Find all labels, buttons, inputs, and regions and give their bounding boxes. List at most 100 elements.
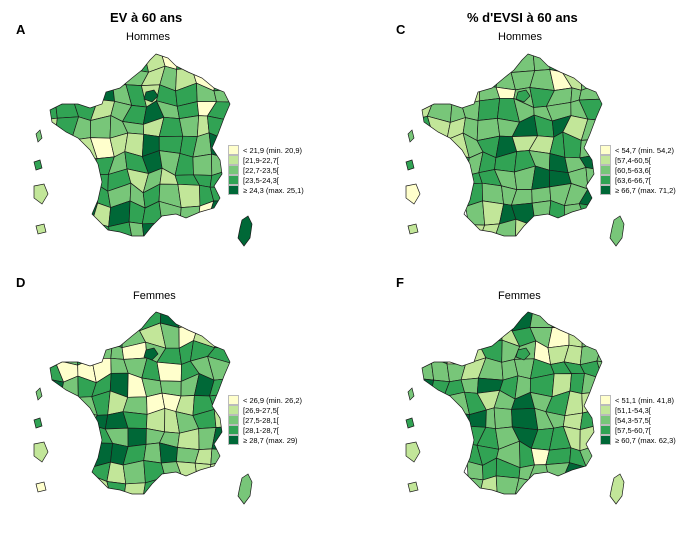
legend-label: [57,5-60,7[ bbox=[615, 425, 651, 435]
departement-region bbox=[422, 377, 435, 401]
island-guyane bbox=[405, 183, 421, 205]
departement-region bbox=[447, 411, 470, 431]
france-map bbox=[33, 53, 253, 247]
departement-region bbox=[177, 312, 199, 329]
departement-region bbox=[495, 475, 520, 494]
legend-item: [28,1-28,7[ bbox=[228, 425, 302, 435]
island-reunion bbox=[407, 223, 419, 235]
france-outline bbox=[421, 311, 603, 495]
departement-region bbox=[194, 462, 212, 484]
legend-item: [54,3-57,5[ bbox=[600, 415, 676, 425]
departement-region bbox=[511, 407, 539, 431]
departement-region bbox=[532, 54, 551, 71]
legend-label: [28,1-28,7[ bbox=[243, 425, 279, 435]
island-martinique bbox=[405, 417, 415, 429]
departement-region bbox=[122, 54, 150, 73]
departement-region bbox=[549, 312, 570, 328]
france-map bbox=[405, 53, 625, 247]
legend-swatch bbox=[600, 155, 611, 165]
legend-label: [21,9-22,7[ bbox=[243, 155, 279, 165]
legend-label: [27,5-28,1[ bbox=[243, 415, 279, 425]
island-martinique bbox=[405, 159, 415, 171]
departement-region bbox=[76, 339, 94, 366]
legend-label: [57,4-60,5[ bbox=[615, 155, 651, 165]
island-reunion bbox=[407, 481, 419, 493]
legend-swatch bbox=[228, 175, 239, 185]
departement-region bbox=[568, 322, 583, 348]
panel-subtitle: Hommes bbox=[126, 31, 171, 43]
legend-item: [60,5-63,6[ bbox=[600, 165, 676, 175]
departement-region bbox=[481, 182, 505, 205]
departement-region bbox=[178, 115, 200, 137]
legend-swatch bbox=[600, 395, 611, 405]
map-legend: < 26,9 (min. 26,2) [26,9-27,5[[27,5-28,1[… bbox=[228, 395, 302, 445]
island-guadeloupe bbox=[407, 387, 415, 401]
departement-region bbox=[581, 372, 602, 394]
panel-letter: A bbox=[16, 22, 26, 37]
departement-region bbox=[143, 442, 162, 464]
corsica-region bbox=[609, 215, 625, 247]
panel-d: D Femmes < 26,9 (min. 26,2) [26,9-27,5[[2… bbox=[0, 265, 330, 515]
departement-paris bbox=[515, 347, 531, 361]
panel-letter: C bbox=[396, 22, 406, 37]
panel-letter: D bbox=[16, 275, 26, 290]
departement-region bbox=[50, 117, 58, 140]
legend-label: < 21,9 (min. 20,9) bbox=[243, 145, 302, 155]
island-reunion bbox=[35, 223, 47, 235]
departement-region bbox=[88, 173, 109, 192]
island-guyane bbox=[405, 441, 421, 463]
departement-region bbox=[545, 462, 571, 486]
france-map bbox=[33, 311, 253, 505]
legend-item: [27,5-28,1[ bbox=[228, 415, 302, 425]
legend-swatch bbox=[228, 185, 239, 195]
legend-label: [23,5-24,3[ bbox=[243, 175, 279, 185]
departement-region bbox=[581, 322, 602, 348]
departements-layer bbox=[422, 312, 602, 494]
legend-item: [21,9-22,7[ bbox=[228, 155, 304, 165]
departement-region bbox=[127, 427, 147, 447]
legend-swatch bbox=[600, 165, 611, 175]
legend-label: < 26,9 (min. 26,2) bbox=[243, 395, 302, 405]
legend-item: [57,5-60,7[ bbox=[600, 425, 676, 435]
legend-label: < 51,1 (min. 41,8) bbox=[615, 395, 674, 405]
legend-label: < 54,7 (min. 54,2) bbox=[615, 145, 674, 155]
map-legend: < 51,1 (min. 41,8) [51,1-54,3[[54,3-57,5[… bbox=[600, 395, 676, 445]
departement-region bbox=[70, 158, 98, 175]
legend-item: [57,4-60,5[ bbox=[600, 155, 676, 165]
departement-region bbox=[176, 54, 196, 70]
corsica-region bbox=[237, 473, 253, 505]
legend-swatch bbox=[228, 165, 239, 175]
departement-region bbox=[109, 67, 127, 86]
departement-region bbox=[107, 324, 124, 349]
legend-swatch bbox=[228, 435, 239, 445]
panel-f: F Femmes < 51,1 (min. 41,8) [51,1-54,3[[5… bbox=[358, 265, 688, 515]
legend-label: [63,6-66,7[ bbox=[615, 175, 651, 185]
legend-swatch bbox=[228, 145, 239, 155]
corsica-region bbox=[237, 215, 253, 247]
departement-paris bbox=[143, 347, 159, 361]
departements-layer bbox=[50, 54, 230, 236]
departement-region bbox=[122, 460, 146, 485]
departement-region bbox=[55, 99, 80, 119]
legend-swatch bbox=[228, 405, 239, 415]
departement-region bbox=[596, 360, 602, 380]
legend-label: ≥ 24,3 (max. 25,1) bbox=[243, 185, 304, 195]
legend-item: [51,1-54,3[ bbox=[600, 405, 676, 415]
panel-subtitle: Femmes bbox=[133, 290, 176, 302]
departement-region bbox=[128, 221, 145, 236]
island-reunion bbox=[35, 481, 47, 493]
departement-region bbox=[141, 223, 165, 236]
legend-swatch bbox=[600, 435, 611, 445]
island-guyane bbox=[33, 183, 49, 205]
corsica-region bbox=[609, 473, 625, 505]
island-guadeloupe bbox=[35, 387, 43, 401]
legend-swatch bbox=[228, 155, 239, 165]
legend-item: [23,5-24,3[ bbox=[228, 175, 304, 185]
legend-label: [60,5-63,6[ bbox=[615, 165, 651, 175]
departement-region bbox=[122, 312, 145, 332]
departement-region bbox=[548, 200, 565, 228]
map-legend: < 21,9 (min. 20,9) [21,9-22,7[[22,7-23,5[… bbox=[228, 145, 304, 195]
legend-label: ≥ 28,7 (max. 29) bbox=[243, 435, 298, 445]
departement-region bbox=[498, 312, 517, 332]
departement-region bbox=[531, 200, 552, 227]
